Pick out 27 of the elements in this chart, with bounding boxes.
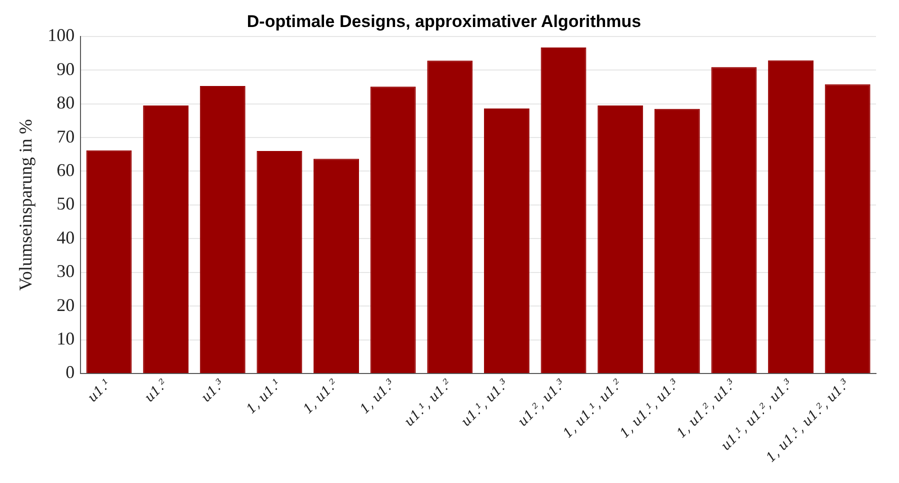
y-tick-label: 100 xyxy=(48,25,75,46)
bar xyxy=(768,60,814,373)
y-tick-label: 90 xyxy=(56,58,75,79)
y-tick-label: 10 xyxy=(56,328,75,348)
bar xyxy=(86,150,132,373)
bar xyxy=(200,86,246,373)
y-tick-label: 80 xyxy=(56,92,75,113)
bar xyxy=(314,158,359,373)
chart-title: D-optimale Designs, approximativer Algorithmus xyxy=(246,12,642,31)
bar xyxy=(824,84,870,373)
y-tick-label: 20 xyxy=(56,294,75,315)
y-tick-label: 50 xyxy=(56,194,75,214)
bar xyxy=(598,106,644,373)
bar xyxy=(256,151,302,373)
y-tick-label: 60 xyxy=(56,160,75,180)
bar xyxy=(654,108,700,373)
bar xyxy=(711,67,757,373)
bar xyxy=(143,106,189,373)
y-tick-label: 40 xyxy=(56,227,75,248)
y-axis-title: Volumseinsparung in % xyxy=(16,119,36,291)
y-tick-label: 0 xyxy=(66,362,75,382)
bar xyxy=(484,108,530,373)
bar xyxy=(370,86,416,373)
bar xyxy=(427,60,473,373)
y-tick-label: 70 xyxy=(56,126,75,146)
y-tick-label: 30 xyxy=(56,261,75,282)
bar xyxy=(540,48,586,373)
